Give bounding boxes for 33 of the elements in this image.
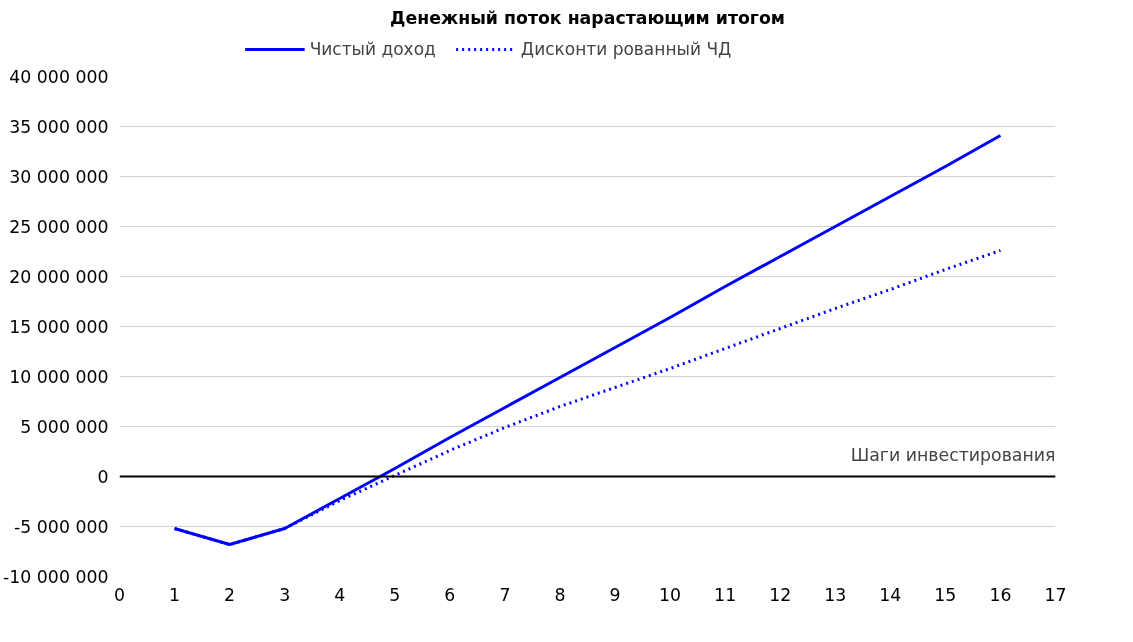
- y-tick-label: 10 000 000: [9, 366, 109, 387]
- x-tick-label: 13: [824, 584, 847, 605]
- x-tick-label: 1: [169, 584, 181, 605]
- x-tick-label: 7: [499, 584, 511, 605]
- y-tick-label: 5 000 000: [20, 416, 109, 437]
- y-tick-label: 30 000 000: [9, 166, 109, 187]
- x-tick-label: 15: [934, 584, 957, 605]
- x-tick-label: 9: [609, 584, 621, 605]
- y-tick-label: 15 000 000: [9, 316, 109, 337]
- x-tick-label: 12: [769, 584, 792, 605]
- x-tick-label: 0: [113, 584, 126, 605]
- x-tick-label: 11: [714, 584, 737, 605]
- x-tick-label: 6: [444, 584, 456, 605]
- y-tick-label: 35 000 000: [9, 116, 109, 137]
- x-tick-label: 2: [224, 584, 236, 605]
- y-tick-label: -10 000 000: [3, 566, 109, 587]
- y-tick-label: 40 000 000: [9, 66, 109, 87]
- x-axis-title: Шаги инвестирования: [850, 444, 1056, 465]
- legend-label: Дисконти рованный ЧД: [520, 39, 732, 59]
- x-tick-label: 8: [554, 584, 566, 605]
- y-tick-label: -5 000 000: [14, 516, 109, 537]
- y-tick-label: 25 000 000: [9, 216, 109, 237]
- x-tick-label: 5: [389, 584, 401, 605]
- chart-title: Денежный поток нарастающим итогом: [390, 7, 785, 28]
- y-tick-label: 20 000 000: [9, 266, 109, 287]
- x-tick-label: 3: [279, 584, 291, 605]
- x-tick-label: 17: [1044, 584, 1067, 605]
- legend-label: Чистый доход: [309, 39, 436, 59]
- y-tick-label: 0: [97, 466, 109, 487]
- x-tick-label: 14: [879, 584, 902, 605]
- x-tick-label: 10: [659, 584, 682, 605]
- x-tick-label: 16: [989, 584, 1012, 605]
- x-tick-label: 4: [334, 584, 346, 605]
